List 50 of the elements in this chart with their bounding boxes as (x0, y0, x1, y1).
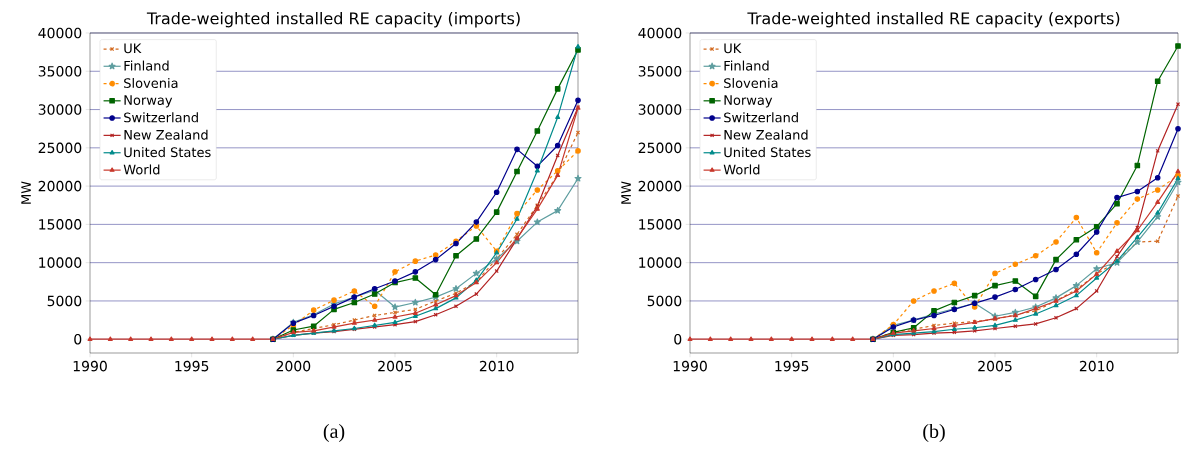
legend-label: Switzerland (124, 112, 198, 123)
x-tick-label: 2010 (1079, 360, 1114, 372)
legend-label: World (123, 164, 160, 175)
y-tick-label: 20000 (38, 180, 82, 192)
x-tick-label: 2000 (876, 360, 911, 372)
legend-label: Finland (724, 60, 769, 71)
text: (a) (323, 423, 345, 443)
y-tick-label: 5000 (47, 295, 82, 307)
x-tick-label: 2005 (978, 360, 1012, 372)
y-tick-label: 40000 (638, 27, 682, 39)
legend-label: New Zealand (724, 129, 808, 140)
y-tick-label: 0 (674, 333, 682, 345)
y-tick-label: 10000 (39, 257, 82, 268)
legend-label: UK (124, 43, 142, 54)
legend-label: United States (724, 147, 811, 158)
x-tick-label: 1990 (73, 360, 107, 372)
y-tick-label: 30000 (638, 104, 682, 115)
legend-label: United States (124, 147, 211, 158)
y-tick-label: 25000 (38, 142, 82, 154)
y-tick-label: 10000 (639, 257, 682, 268)
legend-label: Slovenia (724, 77, 778, 89)
legend-label: World (723, 164, 760, 175)
legend-label: Norway (124, 95, 173, 108)
y-tick-label: 0 (74, 333, 82, 345)
y-tick-label: 15000 (639, 219, 682, 230)
y-tick-label: 30000 (38, 104, 82, 115)
y-tick-label: 35000 (38, 65, 82, 77)
y-tick-label: 35000 (638, 65, 682, 77)
x-tick-label: 1995 (775, 360, 809, 372)
x-tick-label: 1990 (673, 360, 707, 372)
chart-title: Trade-weighted installed RE capacity (imports) (146, 11, 520, 28)
y-tick-label: 40000 (38, 27, 82, 39)
y-tick-label: 25000 (638, 142, 682, 154)
legend-label: New Zealand (124, 129, 208, 140)
legend-label: UK (724, 43, 742, 54)
y-tick-label: 20000 (638, 180, 682, 192)
x-tick-label: 1995 (175, 360, 209, 372)
y-axis-title: MW (621, 181, 631, 204)
legend-label: Slovenia (124, 77, 178, 89)
y-tick-label: 5000 (647, 295, 682, 307)
x-tick-label: 2005 (378, 360, 412, 372)
legend-label: Norway (724, 95, 773, 108)
y-axis-title: MW (21, 181, 31, 204)
legend-label: Switzerland (724, 112, 798, 123)
legend-label: Finland (124, 60, 169, 71)
x-tick-label: 2010 (479, 360, 514, 372)
y-tick-label: 15000 (39, 219, 82, 230)
text: (b) (923, 423, 945, 443)
chart-title: Trade-weighted installed RE capacity (exports) (747, 11, 1120, 28)
x-tick-label: 2000 (276, 360, 311, 372)
